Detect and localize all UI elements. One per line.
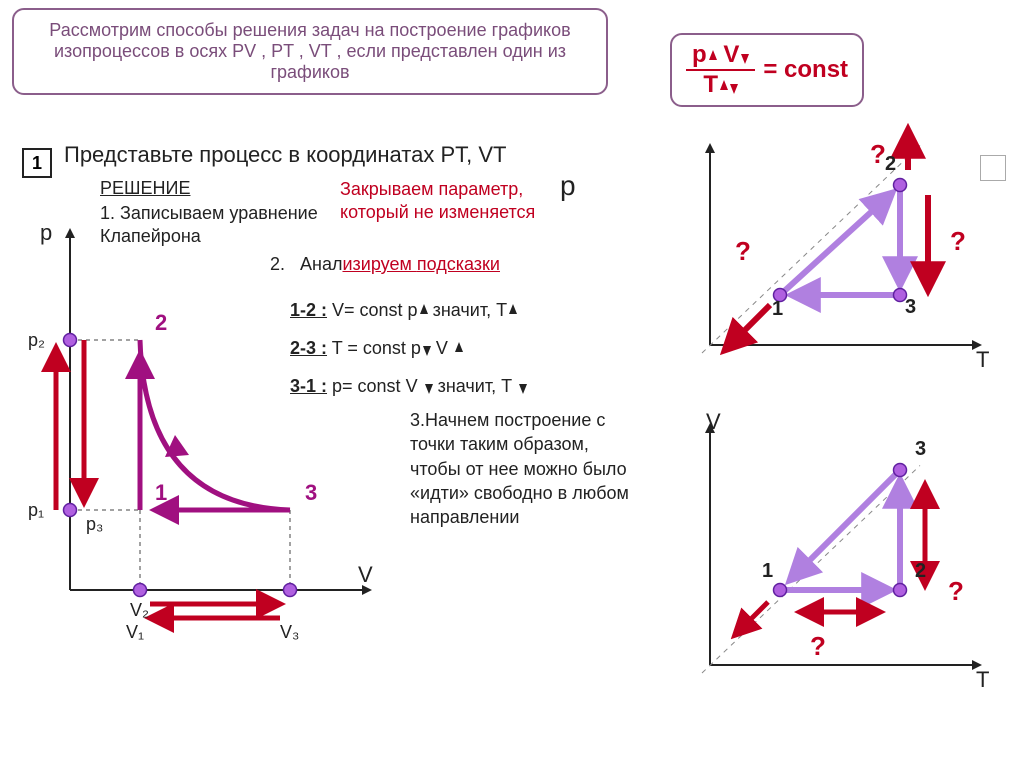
chart-vt: VT123?? (680, 415, 1010, 705)
pv-y-label-top: p (560, 170, 576, 202)
empty-corner-box (980, 155, 1006, 181)
svg-text:3: 3 (305, 480, 317, 505)
chart-pt: T 1 2 3??? (680, 135, 1010, 375)
svg-text:T: T (976, 667, 989, 692)
svg-text:2: 2 (155, 310, 167, 335)
svg-text:1: 1 (155, 480, 167, 505)
svg-text:V₂: V₂ (130, 600, 149, 620)
svg-text:?: ? (810, 631, 826, 661)
header-text: Рассмотрим способы решения задач на пост… (49, 20, 570, 82)
svg-text:2: 2 (915, 560, 926, 582)
solution-step-3: 3.Начнем построение с точки таким образо… (410, 408, 640, 529)
svg-text:V: V (358, 562, 373, 587)
svg-text:1: 1 (772, 298, 783, 320)
svg-text:3: 3 (915, 438, 926, 460)
svg-text:3: 3 (905, 296, 916, 318)
svg-text:?: ? (735, 236, 751, 266)
svg-text:2: 2 (885, 153, 896, 175)
svg-text:?: ? (950, 226, 966, 256)
formula-box: p V T = const (670, 33, 864, 107)
formula-denominator: T (697, 71, 744, 97)
svg-text:V: V (706, 409, 721, 434)
svg-text:T: T (976, 347, 989, 372)
formula-eq: = const (763, 56, 848, 84)
svg-text:V₃: V₃ (280, 622, 299, 642)
svg-text:1: 1 (762, 560, 773, 582)
svg-text:p₂: p₂ (28, 330, 45, 350)
task-number: 1 (22, 148, 52, 178)
svg-text:?: ? (870, 139, 886, 169)
svg-text:?: ? (948, 576, 964, 606)
task-text: Представьте процесс в координатах PT, VT (64, 142, 506, 168)
formula-numerator: p V (686, 43, 755, 71)
svg-text:p₁: p₁ (28, 500, 44, 520)
solution-title: РЕШЕНИЕ (100, 178, 190, 199)
chart-pv: p Vp₂ p₁ p₃ V₂V₁ V₃ 1 2 3 (0, 210, 420, 690)
svg-text:V₁: V₁ (126, 622, 144, 642)
header-box: Рассмотрим способы решения задач на пост… (12, 8, 608, 95)
svg-text:p: p (40, 220, 52, 245)
svg-text:p₃: p₃ (86, 514, 103, 534)
